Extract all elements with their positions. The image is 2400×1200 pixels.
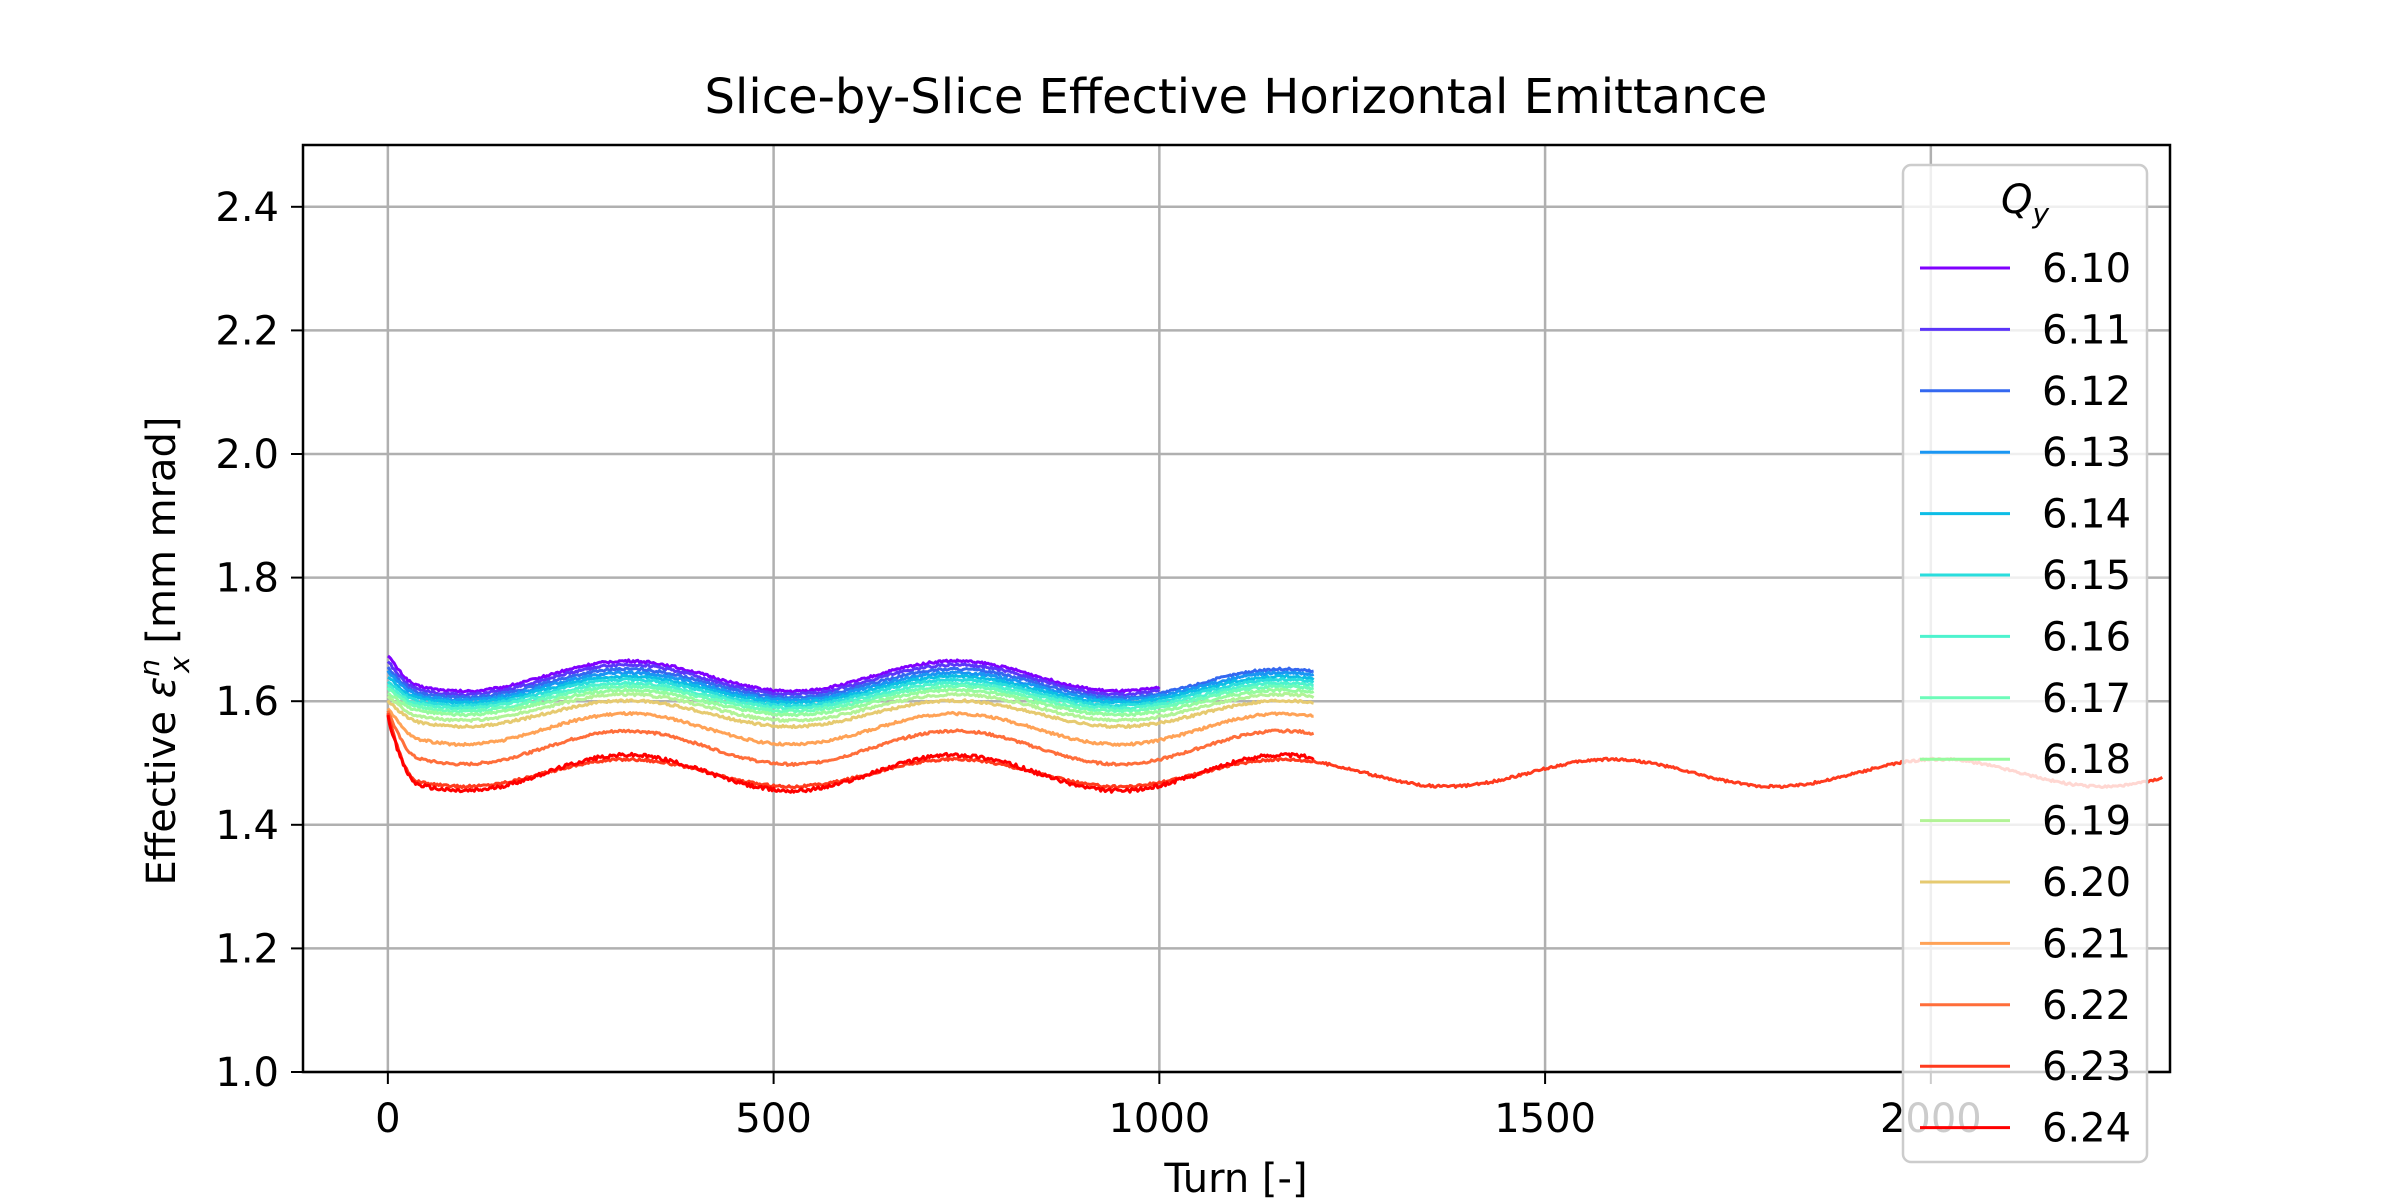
legend-label: 6.11	[2042, 307, 2131, 353]
legend-items: 6.10 6.11 6.12 6.13 6.14 6.15 6.16 6.17 6.18 6.19…	[1920, 246, 2131, 1152]
series-line-6.17	[386, 683, 1315, 714]
plot-frame	[301, 143, 2172, 1074]
y-tick-label: 2.2	[215, 308, 279, 354]
y-tick-label: 1.4	[215, 803, 279, 849]
y-axis-label-prefix: Effective	[139, 698, 185, 885]
legend-box	[1901, 163, 2149, 1164]
y-tick-label: 2.4	[215, 185, 279, 231]
series-line-6.16	[386, 680, 1314, 711]
y-axis-label-superscript: n	[133, 659, 166, 677]
series-line-6.13	[386, 669, 1315, 703]
x-tick-label: 1000	[1108, 1096, 1210, 1142]
legend-label: 6.10	[2042, 246, 2131, 292]
legend-label: 6.17	[2042, 676, 2131, 722]
chart-title: Slice-by-Slice Effective Horizontal Emit…	[705, 69, 1768, 125]
legend-label: 6.21	[2042, 921, 2131, 967]
x-tick-label: 500	[735, 1096, 811, 1142]
legend-label: 6.23	[2042, 1044, 2131, 1090]
y-axis-label: Effective εnx [mm mrad]	[133, 416, 196, 885]
legend-label: 6.20	[2042, 860, 2131, 906]
legend-title: Qy	[2001, 177, 2049, 230]
series-line-6.21	[386, 707, 1314, 747]
series-group	[386, 654, 2164, 794]
legend-label: 6.14	[2042, 492, 2131, 538]
series-line-6.24	[386, 714, 1315, 794]
y-tick-label: 2.0	[215, 432, 279, 478]
y-tick-label: 1.6	[215, 679, 279, 725]
y-tick-label: 1.0	[215, 1050, 279, 1096]
legend-label: 6.22	[2042, 983, 2131, 1029]
series-line-6.10	[387, 654, 1161, 694]
x-axis-label: Turn [-]	[1163, 1156, 1307, 1200]
x-tick-label: 0	[375, 1096, 400, 1142]
legend-label: 6.13	[2042, 430, 2131, 476]
y-axis-label-suffix: [mm mrad]	[139, 416, 185, 656]
legend-label: 6.16	[2042, 614, 2131, 660]
y-tick-label: 1.2	[215, 926, 279, 972]
series-line-6.20	[386, 698, 1314, 730]
legend-label: 6.12	[2042, 369, 2131, 415]
series-line-6.11	[386, 660, 1161, 698]
legend-label: 6.19	[2042, 799, 2131, 845]
y-tick-label: 1.8	[215, 556, 279, 602]
y-axis-label-symbol: ε	[139, 677, 185, 699]
legend: Qy 6.106.116.126.136.146.156.166.176.186…	[1901, 163, 2149, 1164]
series-line-6.18	[387, 687, 1315, 718]
series-line-6.22	[386, 710, 1315, 767]
legend-title-main: Q	[2001, 177, 2032, 223]
x-tick-label: 1500	[1494, 1096, 1596, 1142]
series-line-6.15	[386, 676, 1315, 709]
series-line-6.19	[386, 691, 1315, 723]
legend-label: 6.24	[2042, 1106, 2131, 1152]
legend-label: 6.15	[2042, 553, 2131, 599]
legend-label: 6.18	[2042, 737, 2131, 783]
series-line-6.14	[387, 673, 1315, 706]
legend-title-sub: y	[2031, 197, 2049, 230]
y-axis-label-subscript: x	[163, 656, 196, 674]
